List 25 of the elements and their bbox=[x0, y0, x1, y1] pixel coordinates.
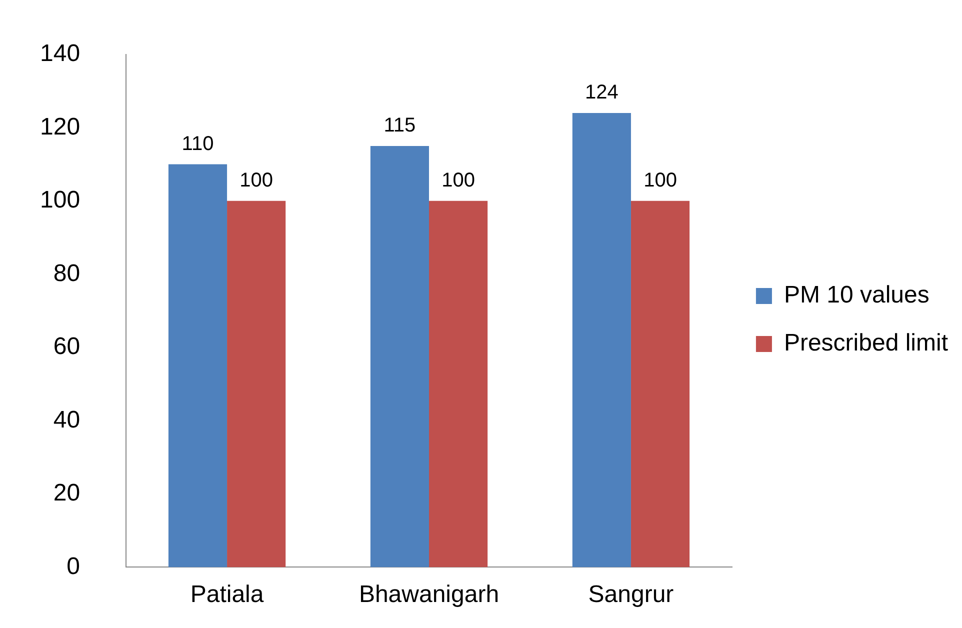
bar bbox=[227, 200, 286, 568]
data-label: 100 bbox=[644, 169, 677, 192]
data-label: 124 bbox=[585, 82, 618, 104]
bar bbox=[429, 200, 488, 568]
data-label: 100 bbox=[442, 169, 475, 192]
bar bbox=[370, 146, 429, 568]
legend-label: PM 10 values bbox=[784, 282, 930, 309]
y-tick-label: 120 bbox=[40, 113, 80, 140]
x-tick-label: Sangrur bbox=[588, 581, 674, 608]
y-tick-label: 140 bbox=[40, 40, 80, 68]
legend-label: Prescribed limit bbox=[784, 330, 948, 357]
x-tick-label: Patiala bbox=[190, 581, 264, 608]
data-label: 100 bbox=[240, 169, 274, 192]
bar bbox=[572, 113, 631, 568]
bar bbox=[168, 164, 228, 568]
x-tick-label: Bhawanigarh bbox=[358, 581, 500, 608]
bar bbox=[630, 200, 690, 568]
data-label: 115 bbox=[384, 114, 416, 136]
y-tick-label: 0 bbox=[66, 552, 80, 580]
y-tick-label: 40 bbox=[53, 406, 80, 434]
y-tick-label: 60 bbox=[53, 333, 80, 360]
y-tick-label: 100 bbox=[40, 186, 80, 214]
data-label: 110 bbox=[182, 132, 214, 155]
y-tick-label: 80 bbox=[53, 260, 80, 287]
y-tick-label: 20 bbox=[53, 480, 80, 507]
